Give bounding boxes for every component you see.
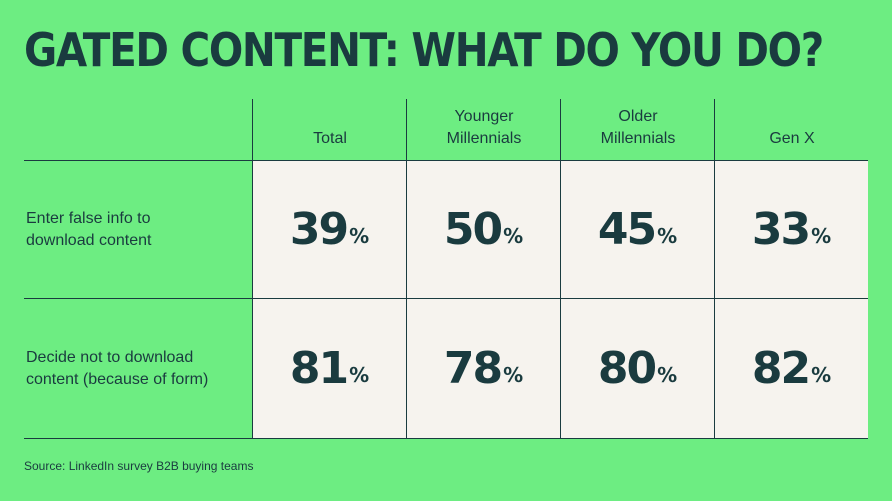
column-divider	[714, 99, 715, 439]
percent-sign: %	[503, 223, 524, 248]
cell-value: 33	[751, 204, 811, 255]
page-title: GATED CONTENT: WHAT DO YOU DO?	[24, 23, 824, 77]
percent-sign: %	[349, 223, 370, 248]
row-header-false-info: Enter false info to download content	[24, 161, 252, 298]
cell-value: 82	[751, 343, 811, 394]
column-divider	[406, 99, 407, 439]
cell-r1-younger-millennials: 50%	[407, 161, 560, 298]
percent-sign: %	[657, 223, 678, 248]
cell-value: 50	[443, 204, 503, 255]
percent-sign: %	[349, 362, 370, 387]
header-divider	[24, 160, 868, 161]
cell-value: 78	[443, 343, 503, 394]
row-divider	[24, 298, 868, 299]
cell-r2-older-millennials: 80%	[561, 299, 714, 438]
cell-r1-older-millennials: 45%	[561, 161, 714, 298]
column-header-total: Total	[313, 130, 347, 147]
percent-sign: %	[811, 362, 832, 387]
cell-value: 45	[597, 204, 657, 255]
column-header-gen-x: Gen X	[769, 130, 815, 147]
column-header-older-millennials: Older Millennials	[600, 108, 676, 147]
row-header-not-download: Decide not to download content (because …	[24, 299, 252, 438]
cell-value: 80	[597, 343, 657, 394]
percent-sign: %	[811, 223, 832, 248]
cell-r1-total: 39%	[253, 161, 406, 298]
percent-sign: %	[503, 362, 524, 387]
cell-r2-younger-millennials: 78%	[407, 299, 560, 438]
cell-value: 81	[289, 343, 349, 394]
column-divider	[560, 99, 561, 439]
cell-r2-total: 81%	[253, 299, 406, 438]
row-label: Decide not to download content (because …	[26, 348, 209, 388]
source-note: Source: LinkedIn survey B2B buying teams	[24, 459, 254, 473]
row-label: Enter false info to download content	[26, 209, 152, 249]
column-header-younger-millennials: Younger Millennials	[446, 108, 522, 147]
percent-sign: %	[657, 362, 678, 387]
cell-r1-gen-x: 33%	[715, 161, 868, 298]
table-bottom-border	[24, 438, 868, 439]
cell-r2-gen-x: 82%	[715, 299, 868, 438]
column-divider	[252, 99, 253, 439]
cell-value: 39	[289, 204, 349, 255]
data-table: 39% 50% 45% 33% 81% 78% 80% 82% Total Yo…	[24, 99, 868, 439]
